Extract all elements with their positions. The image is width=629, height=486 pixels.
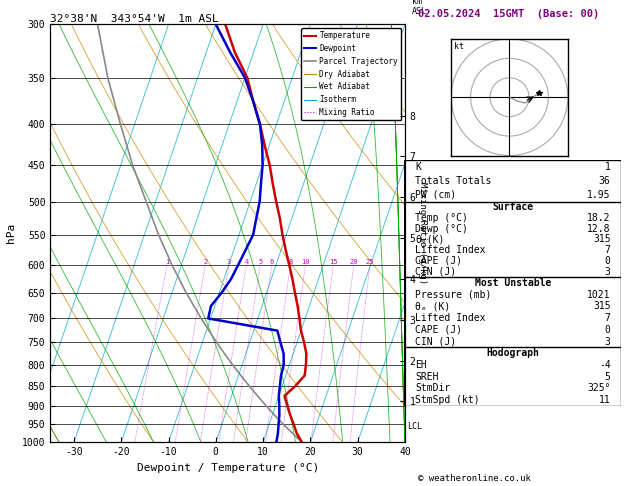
X-axis label: Dewpoint / Temperature (°C): Dewpoint / Temperature (°C) <box>136 463 319 473</box>
Text: Hodograph: Hodograph <box>486 348 540 358</box>
Text: SREH: SREH <box>415 372 439 382</box>
Text: 1: 1 <box>165 259 169 265</box>
Text: 5: 5 <box>604 372 611 382</box>
Text: Lifted Index: Lifted Index <box>415 313 486 323</box>
Text: 15: 15 <box>329 259 338 265</box>
Text: -4: -4 <box>599 360 611 370</box>
Text: 315: 315 <box>593 301 611 312</box>
Text: 2: 2 <box>203 259 208 265</box>
Text: 3: 3 <box>604 337 611 347</box>
Text: 02.05.2024  15GMT  (Base: 00): 02.05.2024 15GMT (Base: 00) <box>418 9 599 19</box>
Text: 3: 3 <box>604 267 611 277</box>
Text: StmSpd (kt): StmSpd (kt) <box>415 395 480 405</box>
Text: Lifted Index: Lifted Index <box>415 245 486 255</box>
Text: Surface: Surface <box>493 202 533 212</box>
Text: Most Unstable: Most Unstable <box>475 278 551 288</box>
Text: 1: 1 <box>604 162 611 172</box>
Text: 8: 8 <box>289 259 292 265</box>
Text: 12.8: 12.8 <box>587 224 611 234</box>
Text: 0: 0 <box>604 256 611 266</box>
Text: 315: 315 <box>593 234 611 244</box>
Text: 25: 25 <box>365 259 374 265</box>
Text: 11: 11 <box>599 395 611 405</box>
Text: CIN (J): CIN (J) <box>415 337 457 347</box>
Y-axis label: hPa: hPa <box>6 223 16 243</box>
Text: 6: 6 <box>270 259 274 265</box>
Text: 1021: 1021 <box>587 290 611 300</box>
Text: Dewp (°C): Dewp (°C) <box>415 224 468 234</box>
Text: CIN (J): CIN (J) <box>415 267 457 277</box>
Text: 32°38'N  343°54'W  1m ASL: 32°38'N 343°54'W 1m ASL <box>50 14 219 23</box>
Text: 36: 36 <box>599 176 611 186</box>
Text: θₑ (K): θₑ (K) <box>415 301 450 312</box>
Text: kt: kt <box>454 42 464 52</box>
Legend: Temperature, Dewpoint, Parcel Trajectory, Dry Adiabat, Wet Adiabat, Isotherm, Mi: Temperature, Dewpoint, Parcel Trajectory… <box>301 28 401 120</box>
Text: StmDir: StmDir <box>415 383 450 393</box>
Text: K: K <box>415 162 421 172</box>
Text: CAPE (J): CAPE (J) <box>415 325 462 335</box>
Text: Pressure (mb): Pressure (mb) <box>415 290 492 300</box>
Text: 7: 7 <box>604 245 611 255</box>
Text: 7: 7 <box>604 313 611 323</box>
Text: 10: 10 <box>301 259 309 265</box>
Text: LCL: LCL <box>408 422 422 431</box>
Text: km
ASL: km ASL <box>412 0 427 16</box>
Text: EH: EH <box>415 360 427 370</box>
Text: CAPE (J): CAPE (J) <box>415 256 462 266</box>
Text: 3: 3 <box>227 259 231 265</box>
Text: 5: 5 <box>258 259 262 265</box>
Text: Totals Totals: Totals Totals <box>415 176 492 186</box>
Text: Temp (°C): Temp (°C) <box>415 213 468 223</box>
Text: θₑ(K): θₑ(K) <box>415 234 445 244</box>
Text: 20: 20 <box>350 259 358 265</box>
Text: 1.95: 1.95 <box>587 190 611 200</box>
Text: © weatheronline.co.uk: © weatheronline.co.uk <box>418 474 531 483</box>
Text: PW (cm): PW (cm) <box>415 190 457 200</box>
Text: 18.2: 18.2 <box>587 213 611 223</box>
Text: 4: 4 <box>244 259 248 265</box>
Text: 325°: 325° <box>587 383 611 393</box>
Text: 0: 0 <box>604 325 611 335</box>
Y-axis label: Mixing Ratio (g/kg): Mixing Ratio (g/kg) <box>418 182 427 284</box>
